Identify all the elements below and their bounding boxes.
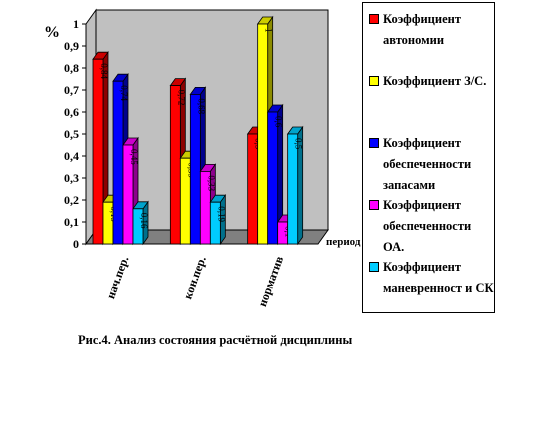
x-axis-label: период xyxy=(326,236,361,248)
y-axis-label: % xyxy=(44,24,60,41)
legend-swatch-magenta xyxy=(369,200,379,210)
legend-label: Коэффициент маневренност и СК xyxy=(383,260,494,295)
y-tick-label: 0,3 xyxy=(64,171,79,185)
y-tick-label: 1 xyxy=(73,17,79,31)
y-tick-label: 0,4 xyxy=(64,149,79,163)
legend-item-3: Коэффициент обеспеченности запасами xyxy=(369,133,495,196)
bar xyxy=(189,94,201,245)
legend-label: Коэффициент обеспеченности запасами xyxy=(383,136,472,192)
legend-item-2: Коэффициент З/С. xyxy=(369,71,495,92)
x-tick-label: норматив xyxy=(255,254,286,309)
data-label: 0,74 xyxy=(119,85,129,101)
legend-swatch-yellow xyxy=(369,76,379,86)
legend-swatch-blue xyxy=(369,138,379,148)
bar xyxy=(257,23,269,245)
bar xyxy=(169,85,181,245)
data-label: 1 xyxy=(264,28,274,33)
data-label: 0,16 xyxy=(139,213,149,229)
y-tick-label: 0 xyxy=(73,237,79,251)
x-tick-label: кон.пер. xyxy=(180,254,208,301)
bar xyxy=(287,133,299,245)
legend-label: Коэффициент автономии xyxy=(383,12,461,47)
y-tick-label: 0,7 xyxy=(64,83,79,97)
data-label: 0,33 xyxy=(206,175,216,191)
bar xyxy=(247,133,259,245)
x-tick-label: нач.пер. xyxy=(103,254,131,300)
y-tick-label: 0,6 xyxy=(64,105,79,119)
data-label: 0,72 xyxy=(176,90,186,106)
legend: Коэффициент автономии Коэффициент З/С. К… xyxy=(362,2,495,313)
bar xyxy=(209,201,221,245)
y-tick-label: 0,9 xyxy=(64,39,79,53)
legend-item-5: Коэффициент маневренност и СК xyxy=(369,257,495,299)
legend-swatch-cyan xyxy=(369,262,379,272)
legend-item-1: Коэффициент автономии xyxy=(369,9,495,51)
legend-swatch-red xyxy=(369,14,379,24)
bar xyxy=(112,80,124,245)
data-label: 0,6 xyxy=(274,116,284,128)
y-tick-label: 0,5 xyxy=(64,127,79,141)
data-label: 0,68 xyxy=(196,98,206,114)
legend-label: Коэффициент обеспеченности ОА. xyxy=(383,198,472,254)
y-tick-label: 0,2 xyxy=(64,193,79,207)
bar xyxy=(92,58,104,245)
figure-caption: Рис.4. Анализ состояния расчётной дисцип… xyxy=(78,333,353,347)
legend-item-4: Коэффициент обеспеченности ОА. xyxy=(369,195,495,258)
y-tick-label: 0,8 xyxy=(64,61,79,75)
bar xyxy=(267,111,279,245)
y-tick-label: 0,1 xyxy=(64,215,79,229)
bar xyxy=(122,144,134,245)
data-label: 0,19 xyxy=(216,206,226,222)
data-label: 0,84 xyxy=(99,63,109,79)
data-label: 0,45 xyxy=(129,149,139,165)
data-label: 0,5 xyxy=(294,138,304,150)
bar xyxy=(132,208,144,245)
legend-label: Коэффициент З/С. xyxy=(383,74,487,88)
